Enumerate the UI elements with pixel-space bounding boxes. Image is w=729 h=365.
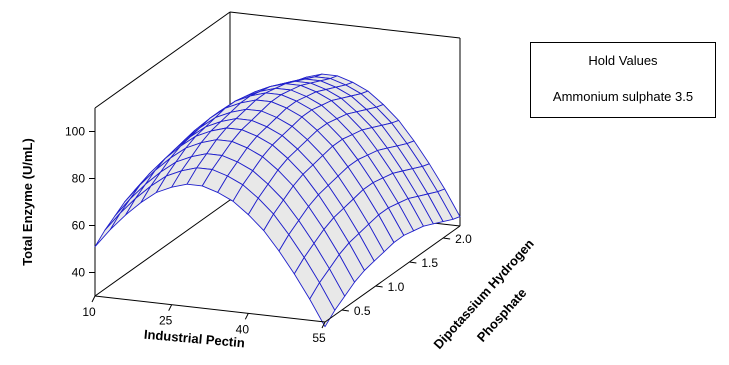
y-tick-mark — [341, 309, 349, 312]
surface-cell — [309, 282, 336, 328]
y-tick-mark — [409, 261, 417, 264]
top-edge-left — [94, 11, 231, 109]
y-tick-mark — [443, 237, 451, 240]
z-axis-label: Total Enzyme (U/mL) — [20, 138, 35, 266]
plot-box-front — [94, 225, 461, 323]
surface-cell — [94, 212, 121, 248]
y-tick-label: 1.5 — [421, 256, 438, 270]
surface-cell — [109, 198, 136, 231]
back-floor-edge-left — [94, 199, 231, 297]
x-tick-label: 55 — [312, 331, 326, 345]
z-tick-label: 60 — [72, 219, 86, 233]
front-floor-edge-y — [324, 225, 461, 323]
x-tick-label: 40 — [236, 322, 250, 336]
x-tick-mark — [321, 321, 326, 329]
x-tick-label: 10 — [82, 305, 96, 319]
z-tick-label: 40 — [72, 266, 86, 280]
front-floor-edge-x — [94, 295, 326, 323]
y-tick-label: 1.0 — [388, 280, 405, 294]
z-tick-label: 80 — [72, 172, 86, 186]
hold-values-legend: Hold Values Ammonium sulphate 3.5 — [530, 42, 716, 118]
x-tick-mark — [91, 295, 96, 303]
x-tick-label: 25 — [159, 314, 173, 328]
y-tick-label: 0.5 — [354, 304, 371, 318]
legend-title: Hold Values — [588, 53, 658, 68]
x-axis-label: Industrial Pectin — [143, 327, 245, 351]
legend-hold-value: Ammonium sulphate 3.5 — [552, 89, 694, 104]
axis-ticks: 40 60 80 100 10 25 40 55 0.5 1.0 1.5 2.0 — [65, 125, 472, 346]
response-surface — [94, 73, 461, 328]
x-tick-mark — [168, 304, 173, 311]
y-tick-mark — [375, 285, 383, 288]
x-tick-mark — [244, 313, 249, 320]
top-edge-rear — [229, 11, 461, 39]
y-tick-label: 2.0 — [455, 232, 472, 246]
z-tick-label: 100 — [65, 125, 85, 139]
